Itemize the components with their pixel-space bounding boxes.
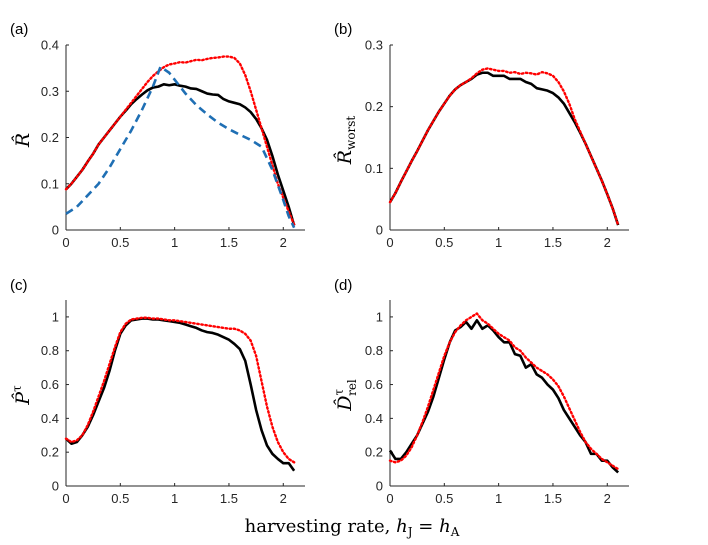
x-tick-label-d: 0.5 [435,491,453,506]
x-tick-label-d: 2 [604,491,611,506]
ylabel-c: P̂τ [10,385,34,406]
ylabel-d: D̂τrel [332,379,359,412]
x-tick-label-c: 0 [62,491,69,506]
x-tick-label-a: 2 [280,235,287,250]
chart-panel-b: 0 0.5 1 1.5 2 0 0.1 0.2 0.3 [365,38,629,250]
y-tick-label-c: 0.2 [41,445,59,460]
series-line-a-dotted [64,55,296,226]
x-tick-label-d: 1.5 [544,491,562,506]
x-tick-label-a: 0 [62,235,69,250]
x-tick-label-b: 1.5 [544,235,562,250]
x-tick-label-c: 0.5 [111,491,129,506]
y-tick-label-d: 0.4 [365,411,383,426]
chart-panel-c: 0 0.5 1 1.5 2 0 0.2 0.4 0.6 0.8 1 [41,300,305,506]
y-tick-label-a: 0.1 [41,176,59,191]
ylabel-a: R̂ [12,133,34,148]
panel-label-b: (b) [334,21,352,38]
ylabel-b-group: R̂worst [334,116,358,166]
x-tick-label-c: 1.5 [220,491,238,506]
series-line-a-dashed [65,65,296,229]
series-line-d-dotted [388,312,620,471]
y-tick-label-a: 0 [52,223,59,238]
series-line-d-solid [388,318,620,474]
x-tick-label-d: 1 [495,491,502,506]
x-tick-label-c: 1 [171,491,178,506]
x-tick-label-a: 1 [171,235,178,250]
y-tick-label-d: 0.2 [365,445,383,460]
y-tick-label-c: 0.6 [41,377,59,392]
series-line-b-dotted [388,67,620,227]
ylabel-a-group: R̂ [12,133,34,148]
series-line-b-solid [388,71,620,226]
ylabel-c-group: P̂τ [10,385,34,406]
y-tick-label-b: 0.3 [365,38,383,53]
y-tick-label-d: 0 [376,479,383,494]
series-line-c-solid [65,317,296,472]
x-tick-label-b: 0.5 [435,235,453,250]
x-tick-label-b: 0 [386,235,393,250]
y-tick-label-d: 0.6 [365,377,383,392]
chart-panel-d: 0 0.5 1 1.5 2 0 0.2 0.4 0.6 0.8 1 [365,300,629,506]
y-tick-label-c: 0.4 [41,411,59,426]
y-tick-label-b: 0.1 [365,161,383,176]
x-axis-label: harvesting rate, hJ = hA [245,516,460,539]
y-tick-label-b: 0.2 [365,99,383,114]
x-tick-label-d: 0 [386,491,393,506]
y-tick-label-b: 0 [376,223,383,238]
series-line-a-solid [65,83,296,226]
series-line-c-dotted [64,316,296,464]
ylabel-b: R̂worst [334,116,358,166]
x-tick-label-b: 1 [495,235,502,250]
y-tick-label-a: 0.2 [41,130,59,145]
ylabel-d-group: D̂τrel [332,379,359,412]
panel-label-a: (a) [10,21,28,38]
y-tick-label-a: 0.3 [41,84,59,99]
panel-label-c: (c) [10,277,28,294]
x-tick-label-a: 0.5 [111,235,129,250]
x-tick-label-b: 2 [604,235,611,250]
y-tick-label-c: 0.8 [41,343,59,358]
panel-label-d: (d) [334,277,352,294]
x-tick-label-a: 1.5 [220,235,238,250]
y-tick-label-c: 1 [52,309,59,324]
x-tick-label-c: 2 [280,491,287,506]
y-tick-label-a: 0.4 [41,38,59,53]
y-tick-label-c: 0 [52,479,59,494]
y-tick-label-d: 1 [376,309,383,324]
y-tick-label-d: 0.8 [365,343,383,358]
chart-panel-a: 0 0.5 1 1.5 2 0 0.1 0.2 0.3 0.4 [41,38,305,250]
